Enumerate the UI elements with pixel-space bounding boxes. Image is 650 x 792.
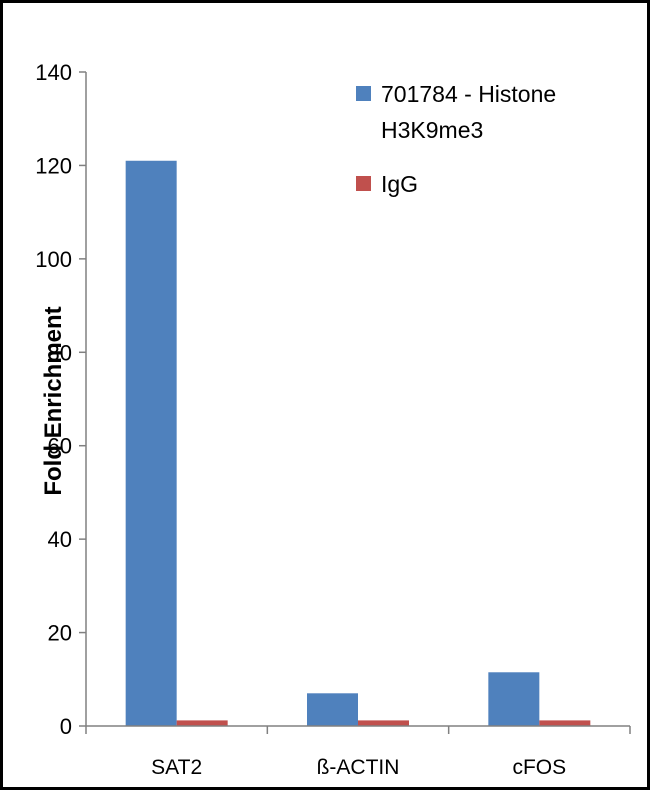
x-category-label: SAT2 [151,756,202,779]
x-category-label: ß-ACTIN [317,756,400,779]
y-tick-label: 40 [48,527,72,552]
bar-h3k9me3 [488,672,540,726]
y-tick-label: 120 [35,153,72,178]
legend: 701784 - Histone H3K9me3 IgG [356,81,556,197]
bar-chart: 0 20 40 60 80 100 120 140 SAT2 ß-ACTIN cFOS 701784… [35,60,631,779]
y-tick-label: 100 [35,247,72,272]
legend-label: H3K9me3 [381,117,483,143]
y-tick-label: 0 [60,714,72,739]
bar-igg [539,720,591,726]
y-tick-label: 80 [48,340,72,365]
y-tick-label: 140 [35,60,72,85]
y-tick-label: 60 [48,434,72,459]
x-category-label: cFOS [512,756,566,779]
legend-swatch [356,86,371,101]
ticks-layer: 0 20 40 60 80 100 120 140 SAT2 ß-ACTIN cFOS [35,60,631,779]
y-tick-label: 20 [48,621,72,646]
bar-h3k9me3 [307,693,358,726]
legend-swatch [356,176,371,191]
bar-igg [358,720,409,726]
axes-layer [85,72,630,727]
y-axis-title: Fold Enrichment [40,306,67,495]
bar-igg [176,720,228,726]
legend-label: 701784 - Histone [381,81,556,107]
bars-layer [125,160,591,726]
bar-h3k9me3 [125,160,177,726]
legend-label: IgG [381,171,418,197]
